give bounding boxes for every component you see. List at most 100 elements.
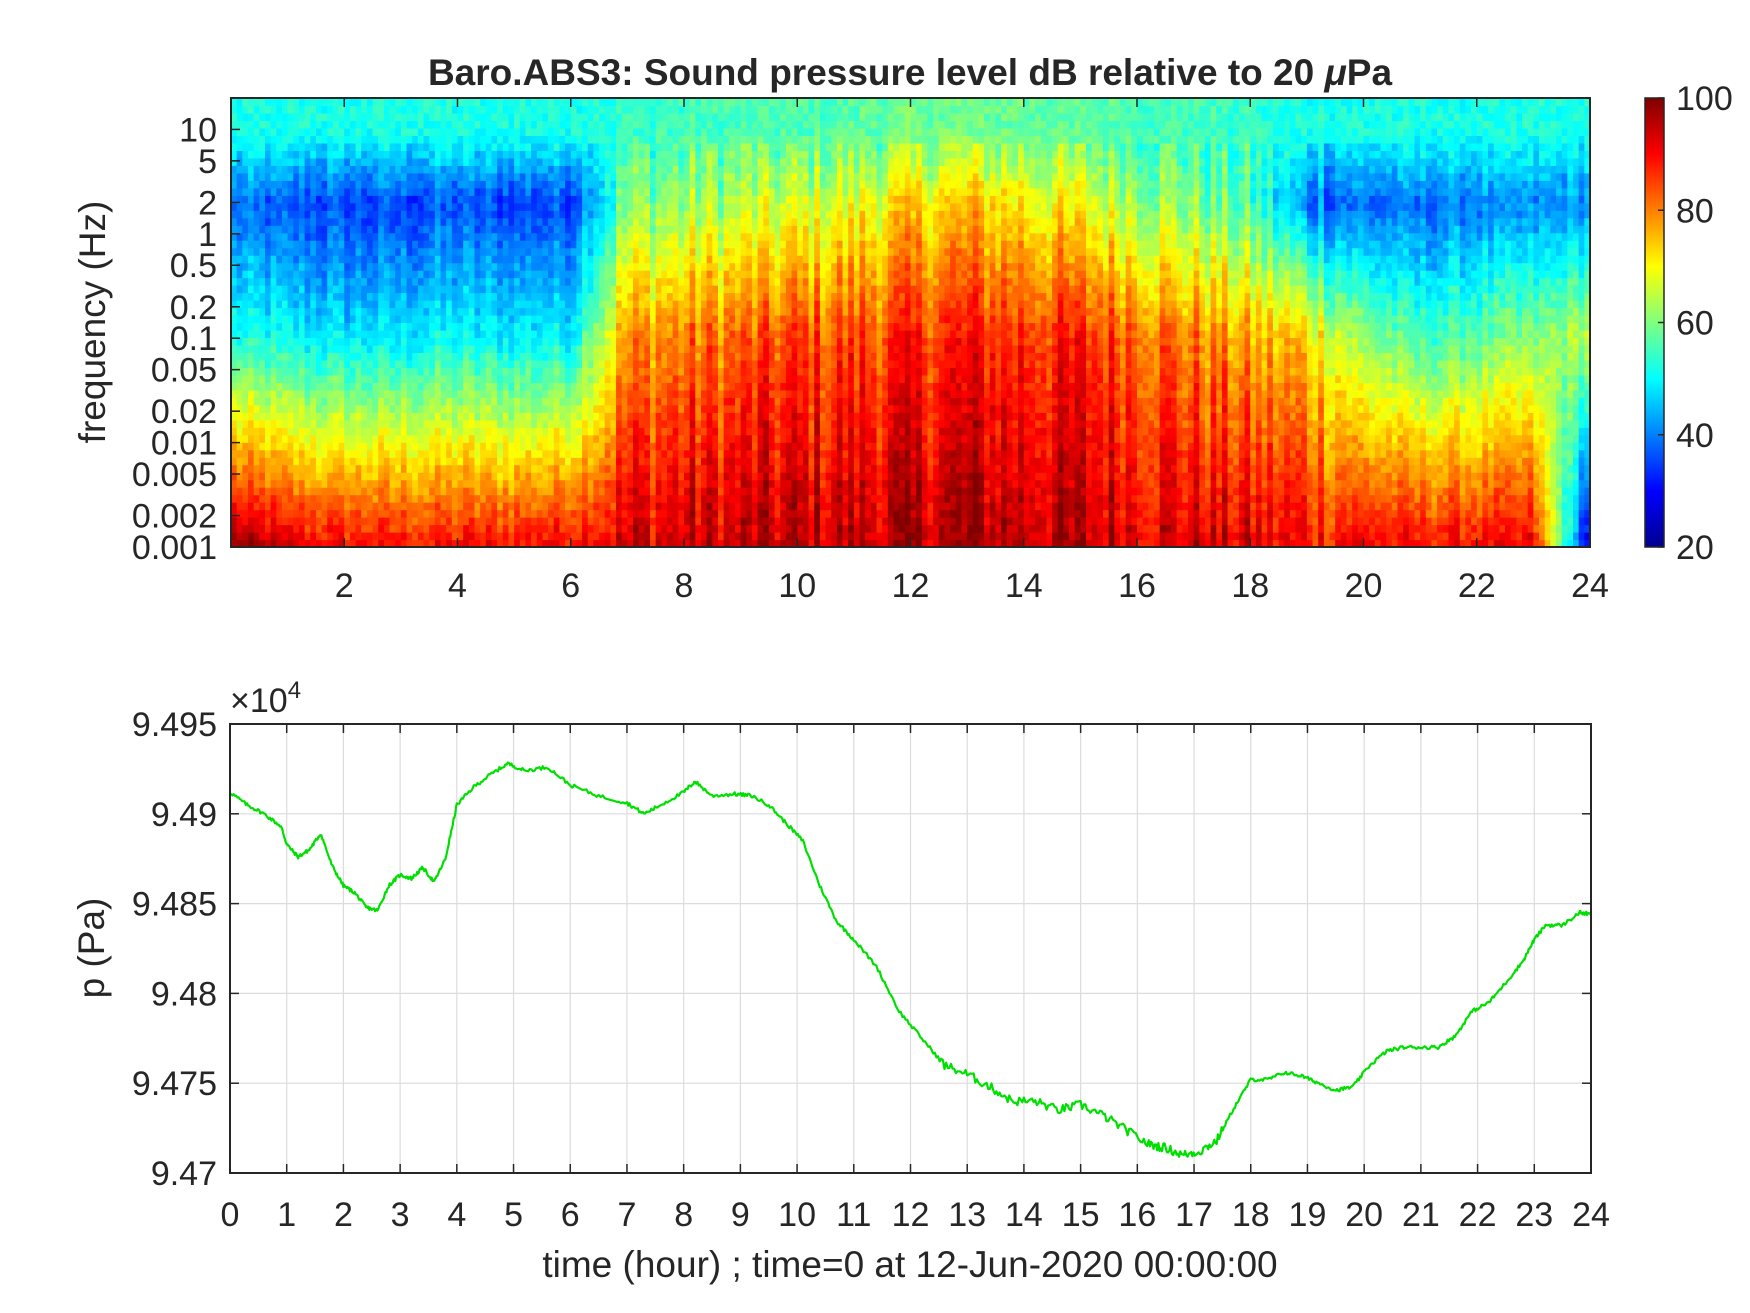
heatmap-cell	[417, 135, 425, 144]
heatmap-cell	[502, 255, 510, 264]
heatmap-cell	[236, 225, 243, 234]
heatmap-cell	[525, 412, 532, 421]
heatmap-cell	[247, 217, 255, 226]
heatmap-cell	[667, 232, 674, 241]
heatmap-cell	[349, 419, 357, 428]
heatmap-cell	[412, 502, 419, 511]
heatmap-cell	[298, 479, 306, 488]
heatmap-cell	[514, 329, 521, 339]
heatmap-cell	[514, 277, 521, 286]
heatmap-cell	[389, 307, 396, 316]
heatmap-cell	[395, 120, 402, 129]
heatmap-cell	[587, 247, 594, 256]
heatmap-cell	[298, 262, 306, 271]
heatmap-cell	[451, 374, 459, 383]
heatmap-cell	[446, 240, 453, 249]
heatmap-cell	[610, 202, 617, 211]
heatmap-cell	[457, 292, 464, 301]
heatmap-cell	[423, 307, 430, 316]
heatmap-cell	[480, 180, 487, 189]
heatmap-cell	[321, 157, 328, 166]
heatmap-cell	[304, 367, 311, 376]
heatmap-cell	[429, 374, 436, 383]
heatmap-cell	[242, 329, 249, 339]
heatmap-cell	[236, 337, 243, 346]
heatmap-cell	[412, 419, 419, 428]
heatmap-cell	[604, 135, 611, 144]
heatmap-cell	[236, 412, 243, 421]
heatmap-cell	[395, 472, 402, 481]
heatmap-cell	[565, 300, 572, 309]
heatmap-cell	[406, 300, 413, 309]
heatmap-cell	[253, 442, 260, 451]
heatmap-cell	[276, 247, 283, 256]
heatmap-cell	[412, 262, 419, 271]
heatmap-cell	[298, 329, 306, 339]
heatmap-cell	[655, 187, 662, 196]
heatmap-cell	[315, 315, 323, 324]
heatmap-cell	[616, 202, 623, 211]
heatmap-cell	[304, 412, 311, 421]
heatmap-cell	[502, 240, 510, 249]
heatmap-cell	[236, 517, 243, 526]
heatmap-cell	[689, 105, 696, 114]
heatmap-cell	[344, 98, 351, 107]
heatmap-cell	[349, 262, 357, 271]
heatmap-cell	[270, 532, 277, 541]
heatmap-cell	[621, 322, 628, 331]
heatmap-cell	[304, 255, 311, 264]
heatmap-cell	[531, 150, 538, 159]
heatmap-cell	[440, 315, 447, 324]
heatmap-cell	[423, 255, 430, 264]
heatmap-cell	[480, 270, 487, 279]
heatmap-cell	[678, 172, 685, 181]
heatmap-cell	[672, 142, 679, 151]
heatmap-cell	[661, 449, 668, 458]
heatmap-cell	[451, 262, 459, 271]
heatmap-cell	[616, 315, 623, 324]
heatmap-cell	[644, 202, 651, 211]
heatmap-cell	[349, 494, 357, 503]
heatmap-cell	[695, 322, 702, 331]
heatmap-cell	[310, 127, 317, 137]
heatmap-cell	[264, 285, 272, 294]
heatmap-cell	[389, 509, 396, 518]
heatmap-cell	[231, 419, 238, 428]
heatmap-cell	[593, 329, 600, 339]
heatmap-cell	[525, 172, 532, 181]
heatmap-cell	[378, 225, 385, 234]
heatmap-cell	[264, 202, 272, 211]
heatmap-cell	[638, 180, 645, 189]
heatmap-cell	[548, 127, 555, 137]
heatmap-cell	[695, 442, 702, 451]
heatmap-cell	[650, 449, 657, 458]
heatmap-cell	[400, 225, 408, 234]
heatmap-cell	[264, 315, 272, 324]
heatmap-cell	[395, 225, 402, 234]
heatmap-cell	[633, 262, 640, 271]
heatmap-cell	[700, 479, 708, 488]
heatmap-cell	[650, 472, 657, 481]
heatmap-cell	[638, 217, 645, 226]
heatmap-cell	[519, 105, 527, 114]
heatmap-cell	[451, 517, 459, 526]
heatmap-cell	[429, 359, 436, 368]
heatmap-cell	[361, 120, 368, 129]
heatmap-cell	[304, 172, 311, 181]
heatmap-cell	[508, 255, 515, 264]
heatmap-cell	[565, 247, 572, 256]
heatmap-cell	[474, 382, 481, 391]
heatmap-cell	[474, 524, 481, 533]
heatmap-cell	[315, 300, 323, 309]
heatmap-cell	[548, 120, 555, 129]
heatmap-cell	[361, 509, 368, 518]
heatmap-cell	[372, 240, 379, 249]
heatmap-cell	[553, 217, 561, 226]
heatmap-cell	[349, 457, 357, 466]
heatmap-cell	[621, 150, 628, 159]
heatmap-cell	[457, 315, 464, 324]
heatmap-cell	[338, 232, 345, 241]
heatmap-cell	[610, 502, 617, 511]
heatmap-cell	[497, 442, 504, 451]
heatmap-cell	[298, 300, 306, 309]
